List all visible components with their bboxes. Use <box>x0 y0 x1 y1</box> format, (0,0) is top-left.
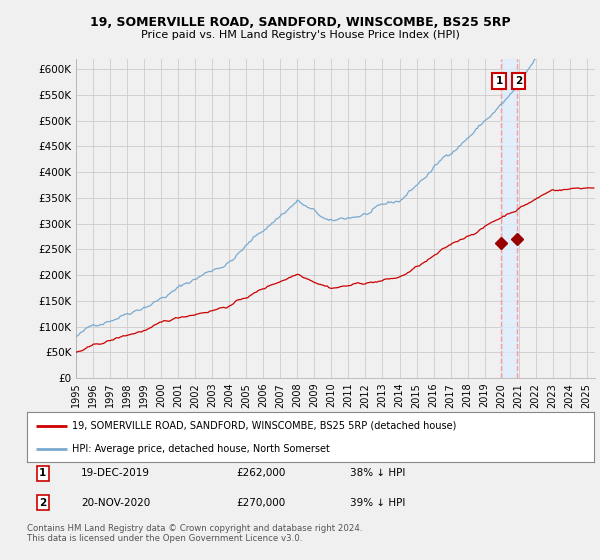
Text: Contains HM Land Registry data © Crown copyright and database right 2024.
This d: Contains HM Land Registry data © Crown c… <box>27 524 362 543</box>
Text: 2: 2 <box>515 76 522 86</box>
Text: 1: 1 <box>496 76 503 86</box>
Text: 1: 1 <box>39 468 47 478</box>
Text: 39% ↓ HPI: 39% ↓ HPI <box>350 498 406 508</box>
Text: 19, SOMERVILLE ROAD, SANDFORD, WINSCOMBE, BS25 5RP (detached house): 19, SOMERVILLE ROAD, SANDFORD, WINSCOMBE… <box>73 421 457 431</box>
Text: 2: 2 <box>39 498 47 508</box>
Text: 19, SOMERVILLE ROAD, SANDFORD, WINSCOMBE, BS25 5RP: 19, SOMERVILLE ROAD, SANDFORD, WINSCOMBE… <box>89 16 511 29</box>
Text: 38% ↓ HPI: 38% ↓ HPI <box>350 468 406 478</box>
Text: £270,000: £270,000 <box>237 498 286 508</box>
Text: £262,000: £262,000 <box>237 468 286 478</box>
Bar <box>501 59 517 378</box>
Text: HPI: Average price, detached house, North Somerset: HPI: Average price, detached house, Nort… <box>73 445 330 454</box>
Text: Price paid vs. HM Land Registry's House Price Index (HPI): Price paid vs. HM Land Registry's House … <box>140 30 460 40</box>
Text: 19-DEC-2019: 19-DEC-2019 <box>81 468 150 478</box>
Text: 20-NOV-2020: 20-NOV-2020 <box>81 498 150 508</box>
